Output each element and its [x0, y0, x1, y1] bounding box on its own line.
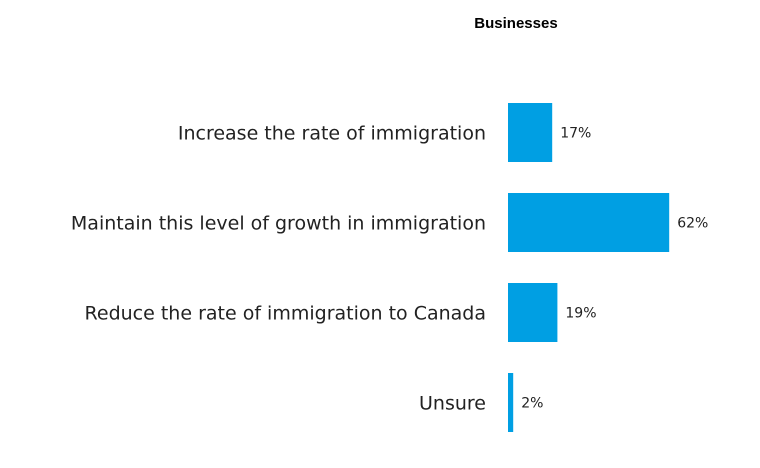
chart-title: Businesses: [474, 15, 557, 32]
value-label: 2%: [521, 396, 543, 412]
value-label: 62%: [677, 216, 708, 232]
bar: [508, 373, 514, 432]
category-label: Unsure: [419, 393, 486, 415]
bar: [508, 283, 558, 342]
bar: [508, 103, 553, 162]
category-label: Maintain this level of growth in immigra…: [71, 213, 486, 235]
value-label: 19%: [565, 306, 596, 322]
value-label: 17%: [560, 126, 591, 142]
bars-group: Increase the rate of immigration 17% Maint…: [71, 103, 708, 432]
bar: [508, 193, 670, 252]
category-label: Reduce the rate of immigration to Canada: [85, 303, 486, 325]
category-label: Increase the rate of immigration: [178, 123, 486, 145]
